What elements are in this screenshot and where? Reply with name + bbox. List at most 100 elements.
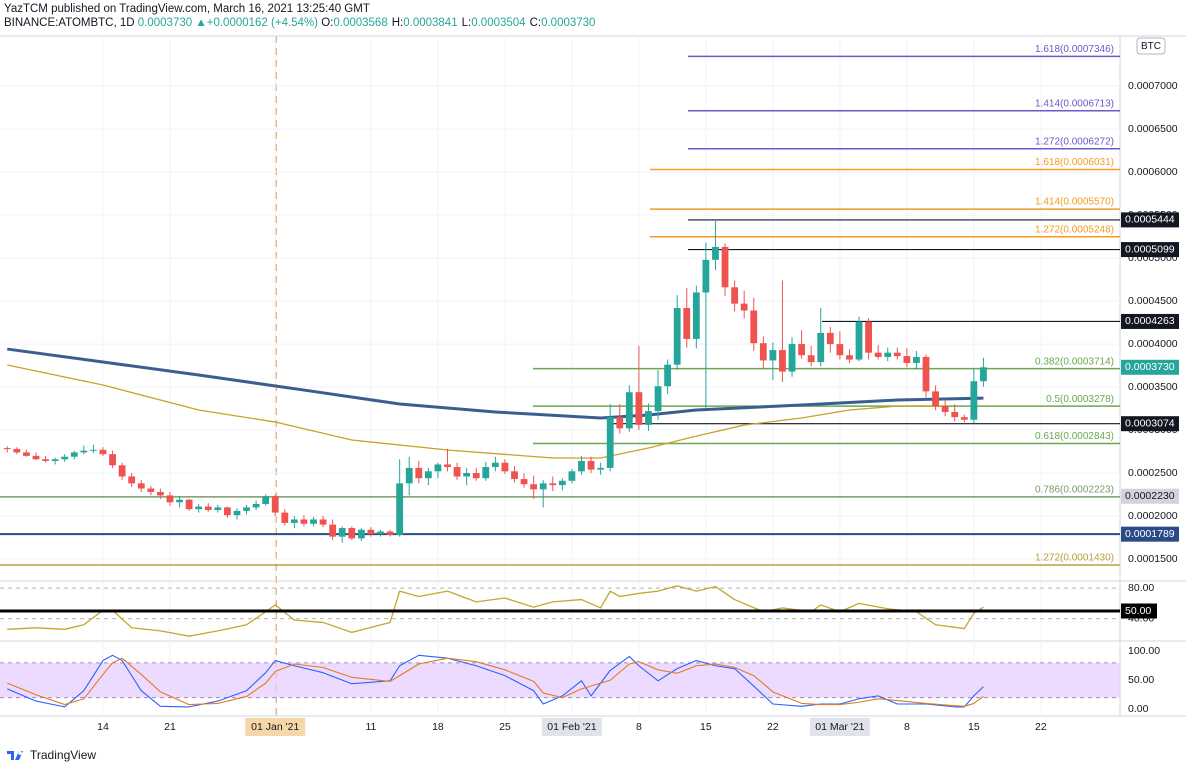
price-tag-label: 0.0003074 (1125, 417, 1175, 429)
fib-label: 0.382(0.0003714) (1035, 356, 1114, 367)
candle-body (310, 519, 317, 524)
x-tick-label: 8 (904, 721, 910, 733)
candle-body (32, 455, 40, 460)
x-tick-box (809, 718, 870, 736)
candle-body (970, 381, 978, 420)
stoch-tick-label: 100.00 (1128, 645, 1160, 657)
candle-body (922, 356, 930, 392)
candle-body (90, 449, 97, 451)
stoch-band (0, 662, 1120, 698)
ohlc-label: H: (391, 17, 404, 29)
candle-body (262, 496, 270, 504)
x-tick-label: 22 (767, 721, 779, 733)
price-tag-label: 0.0002230 (1125, 490, 1175, 502)
price-tag (1121, 359, 1179, 375)
publisher: YazTCM published on TradingView.com, Mar… (4, 3, 370, 15)
fib-label: 0.5(0.0003278) (1046, 394, 1114, 405)
candle-body (913, 356, 920, 363)
candle-body (587, 461, 595, 470)
candle-body (836, 344, 844, 356)
candle-body (348, 528, 356, 539)
candle-body (826, 332, 834, 345)
candle-body (960, 417, 968, 420)
moving-average (7, 364, 946, 459)
candle-body (405, 467, 413, 484)
candle-body (568, 471, 576, 481)
header: YazTCM published on TradingView.com, Mar… (4, 2, 599, 30)
y-tick-label: 0.0006000 (1128, 166, 1178, 178)
candle-body (300, 519, 308, 524)
candle-body (606, 417, 614, 468)
rsi-level-tag (1121, 603, 1157, 619)
candle-body (338, 528, 346, 537)
stoch-tick-label: 0.00 (1128, 703, 1149, 715)
candle-body (692, 292, 700, 339)
price-tag-label: 0.0001789 (1125, 528, 1175, 540)
price-tag (1121, 313, 1179, 329)
ohlc-label: L: (461, 17, 472, 29)
candle-body (884, 352, 892, 357)
candle-body (980, 367, 987, 382)
price-tag-label: 0.0005444 (1125, 214, 1175, 226)
candle-body (779, 350, 786, 372)
candle-body (472, 473, 480, 479)
candle-body (903, 356, 911, 363)
x-tick-label: 21 (164, 721, 176, 733)
currency-box (1136, 37, 1166, 55)
y-tick-label: 0.0002000 (1128, 510, 1178, 522)
candle-body (625, 392, 633, 429)
fib-label: 1.618(0.0006031) (1035, 157, 1114, 168)
candle-body (683, 307, 691, 339)
candle-body (61, 456, 69, 460)
candle-body (156, 491, 164, 496)
candle-body (271, 496, 279, 513)
ohlc-label: C: (529, 17, 542, 29)
y-tick-label: 0.0007000 (1128, 80, 1178, 92)
x-tick-label: 18 (432, 721, 444, 733)
candle-body (453, 467, 461, 477)
symbol-line: BINANCE:ATOMBTC, 1D 0.0003730 ▲+0.000016… (4, 16, 599, 30)
candle-body (769, 350, 777, 361)
candle-body (520, 479, 528, 485)
candle-body (807, 355, 815, 363)
y-tick-label: 0.0003500 (1128, 381, 1178, 393)
candle-body (137, 483, 145, 489)
candle-body (386, 531, 394, 535)
candle-body (290, 519, 298, 523)
x-tick-label: 15 (968, 721, 980, 733)
candle-body (166, 495, 174, 503)
price-tag-label: 0.0004263 (1125, 315, 1175, 327)
y-tick-label: 0.0001500 (1128, 553, 1178, 565)
y-tick-label: 0.0004500 (1128, 295, 1178, 307)
brand-logo (7, 751, 23, 760)
rsi-level-label: 50.00 (1125, 605, 1151, 617)
price-tag (1121, 526, 1179, 542)
candle-body (893, 352, 901, 357)
candle-body (13, 448, 21, 453)
ohlc: O:0.0003568 H:0.0003841 L:0.0003504 C:0.000… (321, 17, 599, 29)
last-price: 0.0003730 (137, 17, 193, 29)
fib-label: 1.272(0.0006272) (1035, 136, 1114, 147)
stoch-tick-label: 50.00 (1128, 674, 1154, 686)
candle-body (176, 499, 183, 503)
candle-body (846, 355, 853, 360)
fib-label: 1.414(0.0006713) (1035, 98, 1114, 109)
ohlc-label: O: (321, 17, 334, 29)
fib-label: 1.414(0.0005570) (1035, 197, 1114, 208)
x-tick-label: 14 (97, 721, 109, 733)
candle-body (673, 307, 681, 365)
candle-body (3, 448, 11, 450)
candle-body (702, 259, 710, 293)
candle-body (281, 512, 289, 523)
x-tick-label: 15 (700, 721, 712, 733)
candle-body (721, 246, 729, 288)
candle-body (51, 459, 59, 462)
change: +0.0000162 (+4.54%) (206, 17, 319, 29)
candle-body (185, 499, 193, 510)
candle-body (616, 417, 624, 429)
candle-body (42, 459, 49, 462)
price-tag-label: 0.0003730 (1125, 361, 1175, 373)
candle-body (511, 471, 518, 480)
candle-body (424, 471, 432, 479)
